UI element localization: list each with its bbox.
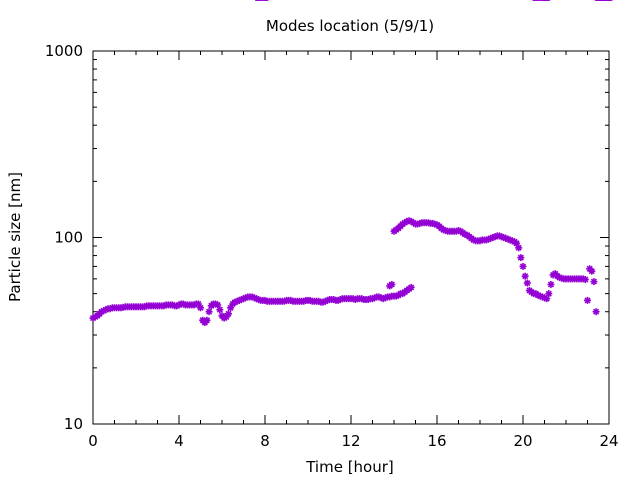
x-tick-label: 0 bbox=[88, 432, 98, 450]
x-axis-label: Time [hour] bbox=[305, 458, 394, 476]
data-point bbox=[588, 267, 596, 275]
data-point bbox=[581, 276, 589, 284]
data-point bbox=[519, 262, 527, 270]
plot-frame bbox=[92, 50, 610, 425]
x-tick-label: 8 bbox=[260, 432, 270, 450]
y-tick-label: 10 bbox=[64, 415, 83, 433]
x-tick-label: 16 bbox=[427, 432, 446, 450]
data-series bbox=[89, 0, 613, 327]
y-axis-label: Particle size [nm] bbox=[6, 172, 24, 302]
x-tick-label: 24 bbox=[599, 432, 618, 450]
y-tick-label: 100 bbox=[54, 229, 83, 247]
data-point bbox=[407, 283, 415, 291]
data-point bbox=[521, 272, 529, 280]
data-point bbox=[590, 278, 598, 286]
axis-ticks: 0 4 8 12 16 20 24 10 100 1000 bbox=[45, 42, 619, 450]
data-point bbox=[523, 279, 531, 287]
x-tick-label: 4 bbox=[174, 432, 184, 450]
data-point bbox=[515, 244, 523, 252]
x-tick-label: 20 bbox=[513, 432, 532, 450]
data-point bbox=[224, 310, 232, 318]
data-point bbox=[388, 280, 396, 288]
data-point bbox=[216, 306, 224, 314]
data-point bbox=[205, 308, 213, 316]
y-tick-label: 1000 bbox=[45, 42, 83, 60]
chart-title: Modes location (5/9/1) bbox=[266, 17, 434, 35]
data-point bbox=[517, 254, 525, 262]
data-point bbox=[194, 300, 202, 308]
data-point bbox=[197, 304, 204, 312]
data-point bbox=[547, 280, 555, 288]
data-point bbox=[203, 316, 211, 324]
data-point bbox=[592, 308, 600, 316]
data-point bbox=[584, 296, 591, 304]
x-tick-label: 12 bbox=[341, 432, 360, 450]
data-point bbox=[545, 290, 553, 298]
